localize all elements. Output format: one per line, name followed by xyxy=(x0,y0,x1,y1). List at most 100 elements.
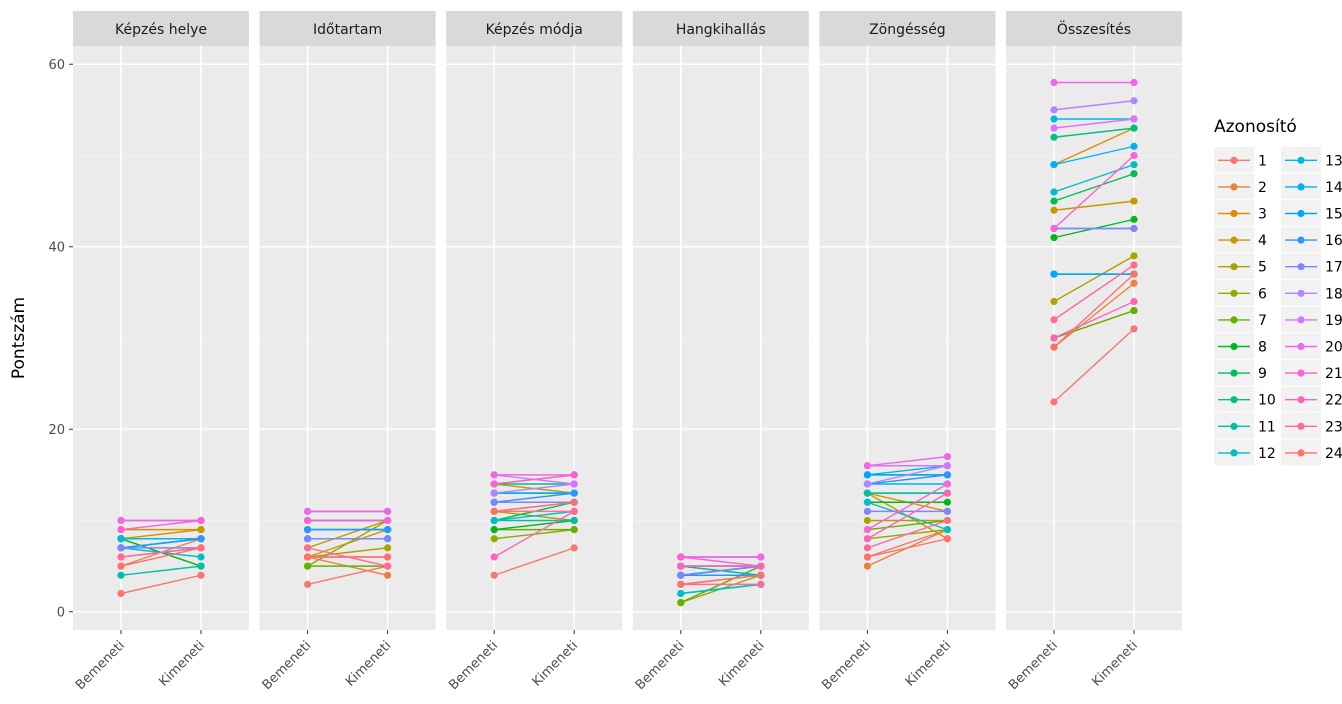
data-point-23 xyxy=(304,544,312,552)
series-line-4 xyxy=(307,519,388,549)
data-point-11 xyxy=(863,489,872,497)
x-tick-label: Kimeneti xyxy=(716,638,767,689)
legend-key-point xyxy=(1230,209,1238,218)
legend-item-21: 21 xyxy=(1281,359,1342,386)
data-point-4 xyxy=(197,526,205,534)
series-line-10 xyxy=(1053,127,1135,138)
legend-label: 4 xyxy=(1258,233,1267,249)
data-point-19 xyxy=(1130,115,1138,123)
data-point-21 xyxy=(1050,224,1058,233)
legend-item-13: 13 xyxy=(1281,147,1342,173)
legend-key-point xyxy=(1230,369,1238,377)
facet-strip xyxy=(259,11,436,46)
legend-item-1: 1 xyxy=(1214,147,1267,173)
x-tick-label: Kimeneti xyxy=(903,638,954,689)
data-point-12 xyxy=(490,516,498,525)
data-point-15 xyxy=(1050,270,1058,278)
data-point-8 xyxy=(943,498,952,506)
legend-label: 20 xyxy=(1325,340,1342,356)
data-point-6 xyxy=(490,535,498,543)
series-line-12 xyxy=(1053,163,1135,193)
data-point-4 xyxy=(1130,197,1138,205)
data-point-9 xyxy=(1050,197,1058,205)
y-tick-label: 60 xyxy=(48,58,65,73)
legend-key-point xyxy=(1297,236,1305,244)
legend-item-12: 12 xyxy=(1214,439,1276,466)
legend-label: 10 xyxy=(1258,393,1276,409)
data-point-1 xyxy=(117,589,125,598)
data-point-21 xyxy=(117,526,125,534)
legend-label: 2 xyxy=(1258,180,1267,196)
legend-item-9: 9 xyxy=(1214,359,1267,386)
data-point-18 xyxy=(1130,97,1138,105)
series-line-9 xyxy=(1053,173,1135,202)
series-line-8 xyxy=(494,519,575,531)
data-point-1 xyxy=(197,571,205,579)
legend-label: 6 xyxy=(1258,286,1267,302)
data-point-12 xyxy=(1050,188,1058,196)
legend-label: 15 xyxy=(1325,207,1342,223)
legend-key-point xyxy=(1297,156,1305,164)
legend-key-point xyxy=(1297,342,1305,351)
legend-key-point xyxy=(1230,289,1238,297)
x-tick-label: Bemeneti xyxy=(1006,638,1061,693)
legend-key-point xyxy=(1297,422,1305,430)
series-line-4 xyxy=(1053,200,1135,211)
series-line-18 xyxy=(1053,100,1135,111)
data-point-13 xyxy=(1050,115,1058,123)
series-line-1 xyxy=(493,547,575,576)
data-point-20 xyxy=(1130,78,1138,87)
series-line-5 xyxy=(1053,255,1135,303)
series-line-16 xyxy=(494,492,575,503)
legend-key-point xyxy=(1230,422,1238,430)
data-point-23 xyxy=(570,507,578,515)
legend-key-point xyxy=(1297,289,1305,297)
data-point-7 xyxy=(570,526,578,534)
data-point-1 xyxy=(1130,325,1138,333)
data-point-24 xyxy=(117,562,125,570)
data-point-24 xyxy=(570,498,578,506)
data-point-21 xyxy=(677,553,685,561)
data-point-2 xyxy=(863,562,872,570)
series-line-24 xyxy=(867,538,948,558)
legend-label: 7 xyxy=(1258,313,1267,329)
facet-label: Képzés módja xyxy=(486,22,583,38)
data-point-20 xyxy=(863,462,872,470)
data-point-24 xyxy=(384,553,392,561)
data-point-19 xyxy=(1050,124,1058,132)
facet-strip xyxy=(819,11,996,46)
legend-key-point xyxy=(1230,449,1238,457)
data-point-21 xyxy=(304,516,312,525)
data-point-22 xyxy=(1050,334,1058,342)
data-point-8 xyxy=(1050,234,1058,242)
data-point-17 xyxy=(304,535,312,543)
data-point-22 xyxy=(1130,297,1138,306)
data-point-22 xyxy=(943,489,952,497)
data-point-16 xyxy=(304,526,312,534)
series-line-21 xyxy=(867,483,948,531)
facet-label: Zöngésség xyxy=(869,22,946,38)
data-point-2 xyxy=(384,571,392,579)
facet-strip xyxy=(73,11,249,46)
legend-item-10: 10 xyxy=(1214,386,1276,412)
panel-1: Képzés helye Bemeneti Kimeneti xyxy=(73,11,249,693)
x-tick-label: Kimeneti xyxy=(343,638,394,689)
data-point-5 xyxy=(1050,297,1058,306)
series-line-1 xyxy=(307,565,388,586)
legend-key-point xyxy=(1230,342,1238,351)
legend-item-15: 15 xyxy=(1281,200,1342,226)
legend: Azonosító 123456789101112131415161718192… xyxy=(1214,117,1342,466)
panel-6: Összesítés Bemeneti Kimeneti xyxy=(1006,11,1182,693)
legend-item-14: 14 xyxy=(1281,173,1342,200)
data-point-24 xyxy=(304,553,312,561)
panel-3: Képzés módja Bemeneti Kimeneti xyxy=(446,11,623,693)
data-point-7 xyxy=(304,562,312,570)
legend-item-8: 8 xyxy=(1214,333,1267,359)
facet-label: Időtartam xyxy=(313,22,382,38)
y-tick-label: 40 xyxy=(48,240,65,255)
data-point-2 xyxy=(1130,279,1138,287)
series-line-18 xyxy=(494,483,575,494)
data-point-8 xyxy=(490,526,498,534)
series-line-21 xyxy=(120,519,202,531)
